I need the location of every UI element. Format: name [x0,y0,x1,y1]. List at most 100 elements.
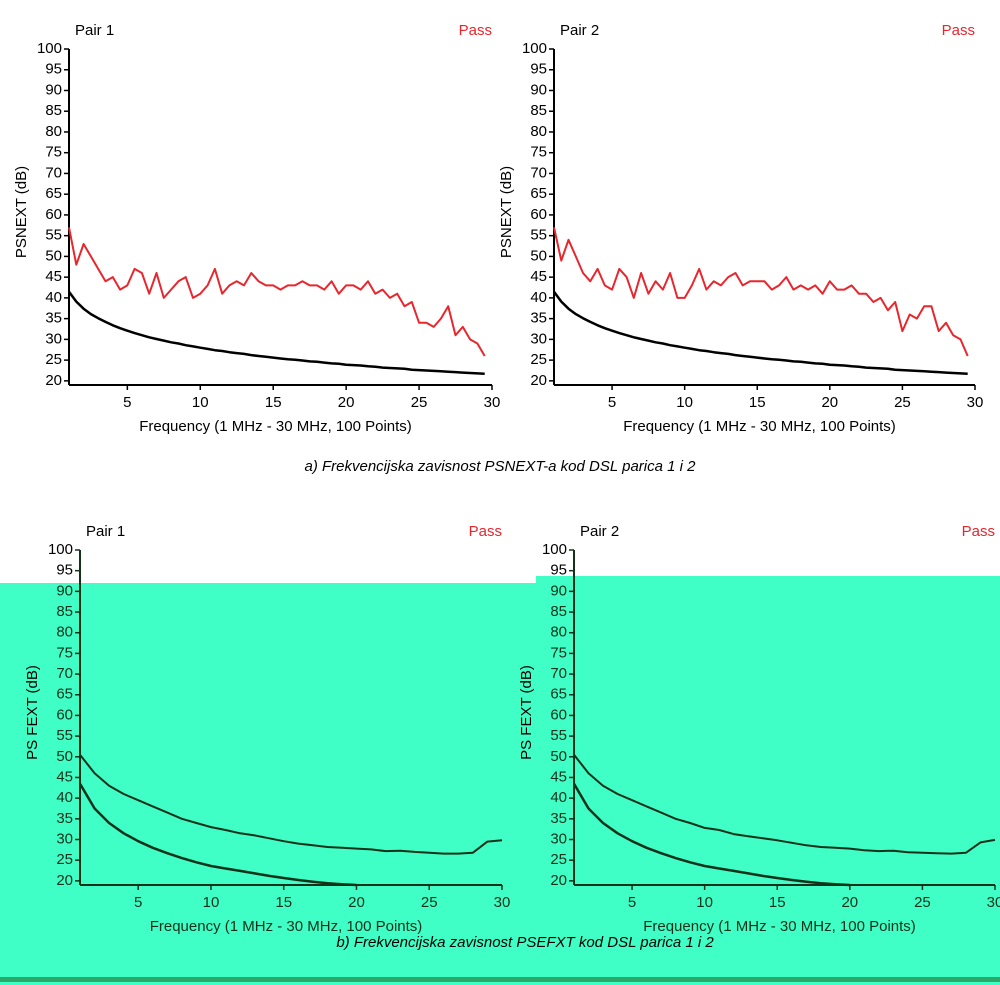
y-tick-label: 95 [550,562,567,579]
y-tick-label: 30 [550,830,567,847]
y-tick-label: 70 [56,665,73,682]
x-tick-label: 20 [348,894,365,911]
y-tick-label: 100 [522,40,547,57]
y-axis-label: PS FEXT (dB) [518,665,535,760]
y-tick-label: 60 [530,206,547,223]
y-tick-label: 85 [530,102,547,119]
x-axis-label: Frequency (1 MHz - 30 MHz, 100 Points) [150,918,423,935]
y-tick-label: 80 [56,624,73,641]
y-tick-label: 55 [45,227,62,244]
x-axis-label: Frequency (1 MHz - 30 MHz, 100 Points) [139,418,412,435]
x-tick-label: 5 [134,894,142,911]
y-tick-label: 30 [56,830,73,847]
x-tick-label: 30 [987,894,1000,911]
series-line [553,227,969,357]
y-tick-label: 90 [56,582,73,599]
y-tick-label: 100 [48,541,73,558]
y-tick-label: 75 [45,144,62,161]
y-tick-label: 20 [550,872,567,889]
y-tick-label: 85 [550,603,567,620]
y-tick-label: 85 [56,603,73,620]
y-tick-label: 100 [542,541,567,558]
x-tick-label: 10 [696,894,713,911]
y-tick-label: 35 [530,310,547,327]
y-tick-label: 60 [45,206,62,223]
y-tick-label: 25 [530,351,547,368]
status: Pass [459,22,492,39]
x-tick-label: 10 [676,394,693,411]
x-tick-label: 10 [203,894,220,911]
chart-title: Pair 1 [86,523,125,540]
x-tick-label: 20 [821,394,838,411]
y-tick-label: 55 [530,227,547,244]
y-tick-label: 50 [550,748,567,765]
caption: b) Frekvencijska zavisnost PSEFXT kod DS… [336,934,714,951]
x-tick-label: 25 [421,894,438,911]
y-tick-label: 45 [550,768,567,785]
y-tick-label: 75 [56,644,73,661]
x-tick-label: 5 [628,894,636,911]
x-tick-label: 15 [265,394,282,411]
series-line [572,783,850,887]
y-tick-label: 85 [45,102,62,119]
y-tick-label: 90 [530,81,547,98]
y-tick-label: 80 [530,123,547,140]
y-tick-label: 45 [530,268,547,285]
y-tick-label: 35 [550,810,567,827]
y-tick-label: 65 [530,185,547,202]
x-tick-label: 5 [608,394,616,411]
y-tick-label: 70 [530,164,547,181]
x-tick-label: 20 [841,894,858,911]
y-tick-label: 25 [56,851,73,868]
x-tick-label: 30 [484,394,501,411]
status: Pass [942,22,975,39]
y-tick-label: 70 [550,665,567,682]
y-tick-label: 45 [56,768,73,785]
y-tick-label: 50 [45,247,62,264]
y-tick-label: 80 [45,123,62,140]
x-tick-label: 15 [749,394,766,411]
y-tick-label: 60 [56,706,73,723]
x-tick-label: 20 [338,394,355,411]
y-tick-label: 25 [45,351,62,368]
y-tick-label: 65 [45,185,62,202]
y-tick-label: 65 [550,686,567,703]
y-tick-label: 80 [550,624,567,641]
y-tick-label: 90 [550,582,567,599]
y-tick-label: 30 [45,330,62,347]
x-axis-label: Frequency (1 MHz - 30 MHz, 100 Points) [623,418,896,435]
y-tick-label: 55 [56,727,73,744]
series-line [67,290,485,376]
series-line [573,754,996,855]
x-tick-label: 15 [769,894,786,911]
y-axis-label: PSNEXT (dB) [13,166,30,258]
x-tick-label: 30 [494,894,511,911]
overlay [536,576,1000,985]
series-line [68,227,486,357]
y-tick-label: 20 [56,872,73,889]
y-tick-label: 50 [530,247,547,264]
y-tick-label: 35 [45,310,62,327]
y-tick-label: 20 [530,372,547,389]
y-axis-label: PS FEXT (dB) [24,665,41,760]
y-tick-label: 90 [45,81,62,98]
y-tick-label: 60 [550,706,567,723]
y-tick-label: 95 [45,61,62,78]
y-tick-label: 100 [37,40,62,57]
x-tick-label: 30 [967,394,984,411]
y-tick-label: 75 [550,644,567,661]
chart-title: Pair 2 [580,523,619,540]
x-tick-label: 25 [411,394,428,411]
caption: a) Frekvencijska zavisnost PSNEXT-a kod … [304,458,696,475]
series-line [78,783,357,887]
y-axis-label: PSNEXT (dB) [498,166,515,258]
series-line [552,290,968,376]
y-tick-label: 40 [550,789,567,806]
y-tick-label: 55 [550,727,567,744]
x-tick-label: 10 [192,394,209,411]
y-tick-label: 75 [530,144,547,161]
overlay-bar [0,977,1000,982]
y-tick-label: 35 [56,810,73,827]
